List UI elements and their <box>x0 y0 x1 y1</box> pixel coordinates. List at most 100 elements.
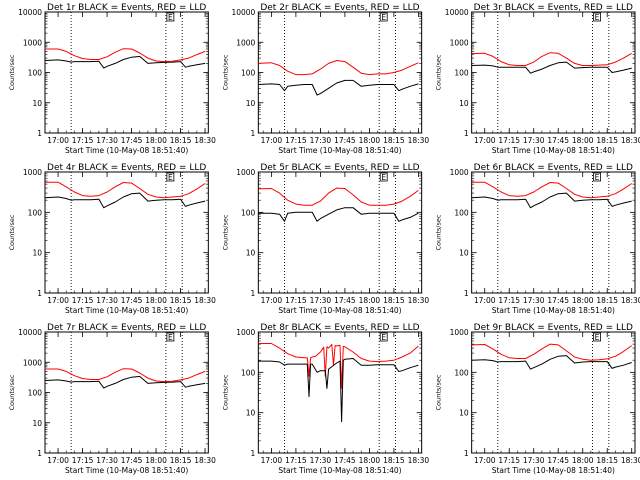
panel-title: Det 8r BLACK = Events, RED = LLD <box>260 323 419 333</box>
y-tick-label: 100 <box>28 389 43 398</box>
y-axis-label: Counts/sec <box>221 374 229 410</box>
lld-rate-line <box>258 343 419 389</box>
x-axis-label: Start Time (10-May-08 18:51:40) <box>278 306 401 315</box>
x-tick-label: 18:30 <box>194 456 216 465</box>
e-marker-label: E <box>381 13 386 22</box>
x-tick-label: 18:00 <box>145 296 167 305</box>
x-axis-label: Start Time (10-May-08 18:51:40) <box>65 466 188 475</box>
x-tick-label: 17:45 <box>334 136 356 145</box>
y-tick-label: 1000 <box>450 168 469 177</box>
y-tick-label: 10 <box>32 99 42 108</box>
y-tick-label: 1 <box>251 449 256 458</box>
x-tick-label: 17:30 <box>96 136 118 145</box>
lld-rate-line <box>45 48 206 63</box>
y-tick-label: 10 <box>459 249 469 258</box>
x-tick-label: 17:00 <box>261 136 283 145</box>
x-tick-label: 18:30 <box>621 456 640 465</box>
x-tick-label: 18:30 <box>194 136 216 145</box>
y-tick-label: 1000 <box>236 38 255 47</box>
panel-title: Det 3r BLACK = Events, RED = LLD <box>474 3 633 13</box>
x-tick-label: 17:00 <box>261 456 283 465</box>
y-tick-label: 1 <box>37 289 42 298</box>
x-tick-label: 18:30 <box>408 296 430 305</box>
x-tick-label: 17:45 <box>334 456 356 465</box>
x-tick-label: 18:30 <box>621 136 640 145</box>
e-marker-label: E <box>595 173 600 182</box>
x-tick-label: 17:45 <box>547 136 569 145</box>
panel-title: Det 2r BLACK = Events, RED = LLD <box>260 3 419 13</box>
y-tick-label: 10 <box>246 99 256 108</box>
x-tick-label: 17:15 <box>498 296 520 305</box>
e-marker-label: E <box>381 173 386 182</box>
x-tick-label: 17:15 <box>285 136 307 145</box>
e-marker-box <box>379 332 388 342</box>
y-tick-label: 10 <box>246 409 256 418</box>
x-tick-label: 18:30 <box>621 296 640 305</box>
y-tick-label: 1 <box>37 129 42 138</box>
y-axis-label: Counts/sec <box>435 54 443 90</box>
y-axis-label: Counts/sec <box>8 214 16 250</box>
e-marker-label: E <box>595 333 600 342</box>
plot-frame <box>257 11 423 134</box>
x-axis-label: Start Time (10-May-08 18:51:40) <box>65 306 188 315</box>
x-tick-label: 17:15 <box>285 456 307 465</box>
x-tick-label: 17:30 <box>310 456 332 465</box>
e-marker-box <box>593 172 601 182</box>
y-tick-label: 100 <box>241 368 256 377</box>
x-axis-label: Start Time (10-May-08 18:51:40) <box>65 146 188 155</box>
plot-frame <box>44 11 209 134</box>
y-tick-label: 10000 <box>18 328 42 337</box>
x-tick-label: 18:00 <box>572 456 594 465</box>
x-tick-label: 17:30 <box>523 136 545 145</box>
lld-rate-line <box>471 52 632 66</box>
lld-rate-line <box>258 187 419 206</box>
e-marker-box <box>379 172 388 182</box>
x-tick-label: 18:15 <box>383 136 405 145</box>
y-tick-label: 1000 <box>23 358 42 367</box>
panel-title: Det 5r BLACK = Events, RED = LLD <box>260 163 419 173</box>
y-axis-label: Counts/sec <box>435 214 443 250</box>
x-tick-label: 18:00 <box>145 456 167 465</box>
y-tick-label: 10000 <box>231 8 255 17</box>
y-tick-label: 1 <box>251 289 256 298</box>
x-tick-label: 18:15 <box>596 456 618 465</box>
plot-frame <box>257 171 423 294</box>
plot-frame <box>257 331 423 454</box>
x-tick-label: 17:15 <box>285 296 307 305</box>
event-rate-line <box>44 192 206 209</box>
x-tick-label: 17:30 <box>96 296 118 305</box>
x-tick-label: 18:00 <box>359 296 381 305</box>
y-axis-label: Counts/sec <box>435 374 443 410</box>
x-axis-label: Start Time (10-May-08 18:51:40) <box>492 306 615 315</box>
x-tick-label: 17:30 <box>310 296 332 305</box>
x-tick-label: 17:45 <box>547 456 569 465</box>
panel-title: Det 4r BLACK = Events, RED = LLD <box>47 163 206 173</box>
y-tick-label: 1 <box>251 129 256 138</box>
x-tick-label: 18:00 <box>572 296 594 305</box>
plot-frame <box>44 171 209 294</box>
x-tick-label: 18:15 <box>170 456 192 465</box>
x-tick-label: 17:15 <box>72 296 94 305</box>
lld-rate-line <box>45 368 206 383</box>
x-tick-label: 17:15 <box>72 136 94 145</box>
lld-rate-line <box>471 181 632 199</box>
x-tick-label: 18:30 <box>194 296 216 305</box>
x-tick-label: 17:00 <box>261 296 283 305</box>
x-tick-label: 17:15 <box>498 456 520 465</box>
x-tick-label: 17:15 <box>498 136 520 145</box>
x-tick-label: 17:00 <box>47 136 69 145</box>
event-rate-line <box>471 355 632 370</box>
x-tick-label: 17:15 <box>72 456 94 465</box>
y-tick-label: 10000 <box>445 8 469 17</box>
y-tick-label: 10 <box>459 99 469 108</box>
e-marker-box <box>166 172 175 182</box>
x-tick-label: 17:45 <box>121 456 143 465</box>
y-tick-label: 10 <box>459 409 469 418</box>
